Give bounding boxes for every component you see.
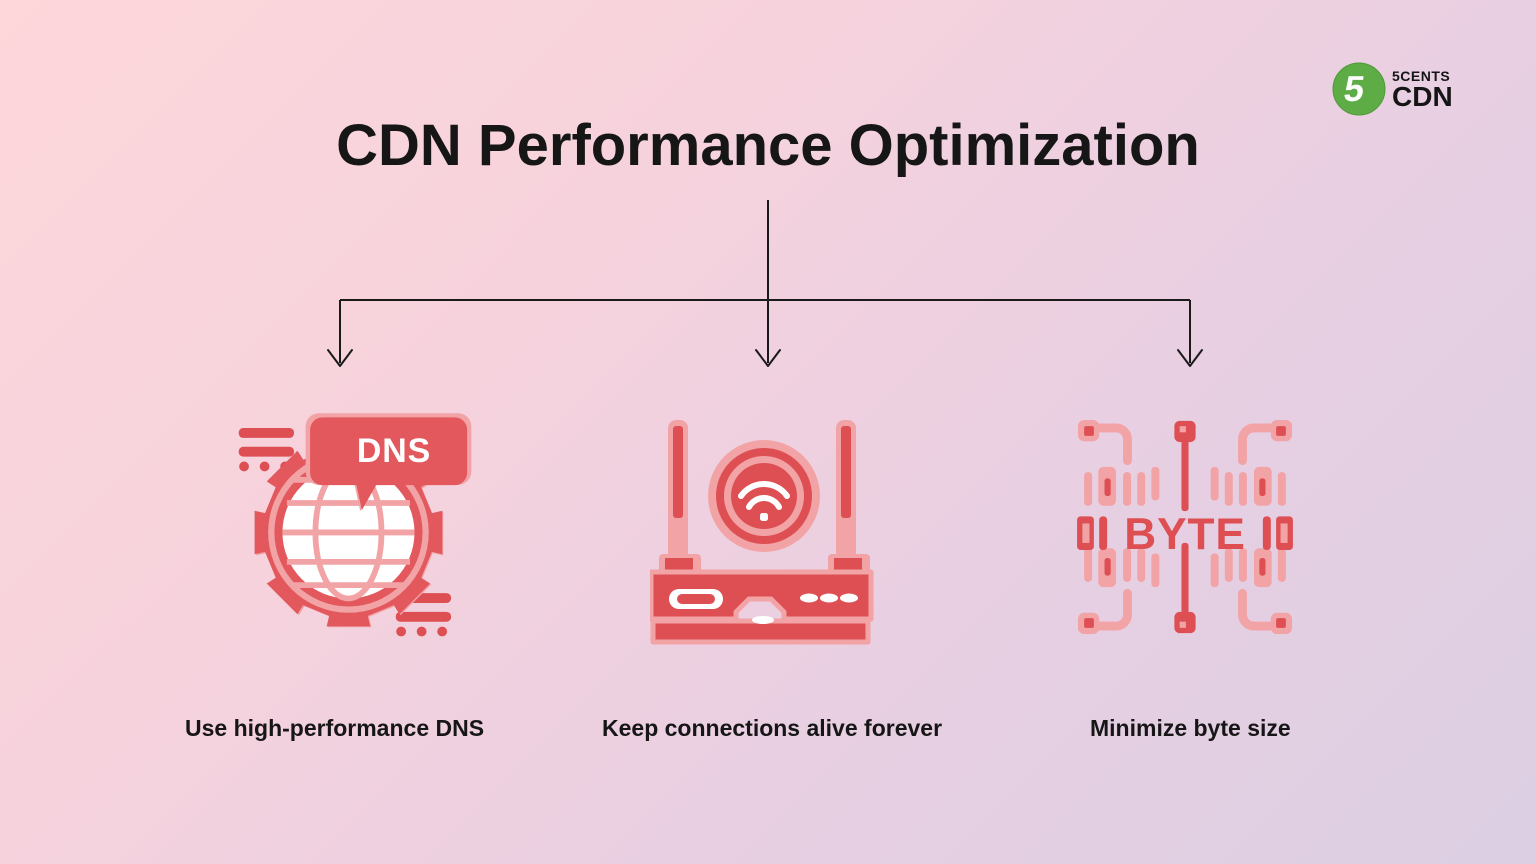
svg-text:DNS: DNS xyxy=(357,432,431,470)
svg-text:BYTE: BYTE xyxy=(1124,510,1245,559)
